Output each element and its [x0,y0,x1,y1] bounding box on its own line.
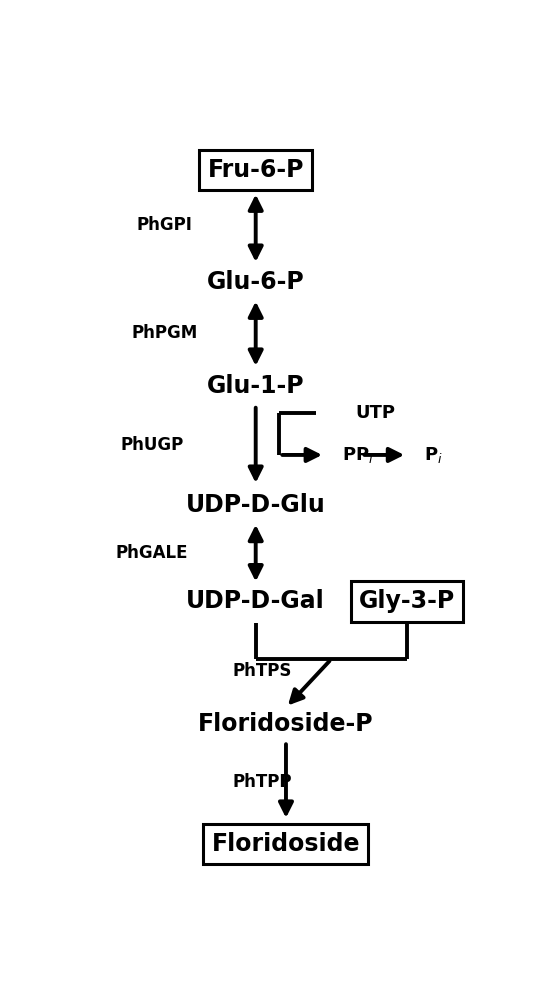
Text: PhTPP: PhTPP [233,773,292,791]
Text: PhTPS: PhTPS [233,662,292,680]
Text: UDP-D-Gal: UDP-D-Gal [186,589,325,613]
Text: PhGALE: PhGALE [116,544,188,562]
Text: Gly-3-P: Gly-3-P [359,589,455,613]
Text: UDP-D-Glu: UDP-D-Glu [186,493,325,517]
Text: Glu-1-P: Glu-1-P [207,374,305,398]
Text: Floridoside: Floridoside [211,832,360,856]
Text: Glu-6-P: Glu-6-P [207,270,305,294]
Text: PP$_i$: PP$_i$ [342,445,374,465]
Text: Floridoside-P: Floridoside-P [198,712,374,736]
Text: P$_i$: P$_i$ [424,445,443,465]
Text: UTP: UTP [355,404,395,422]
Text: PhGPI: PhGPI [137,216,193,234]
Text: PhUGP: PhUGP [121,436,184,454]
Text: Fru-6-P: Fru-6-P [208,158,304,182]
Text: PhPGM: PhPGM [132,324,198,342]
